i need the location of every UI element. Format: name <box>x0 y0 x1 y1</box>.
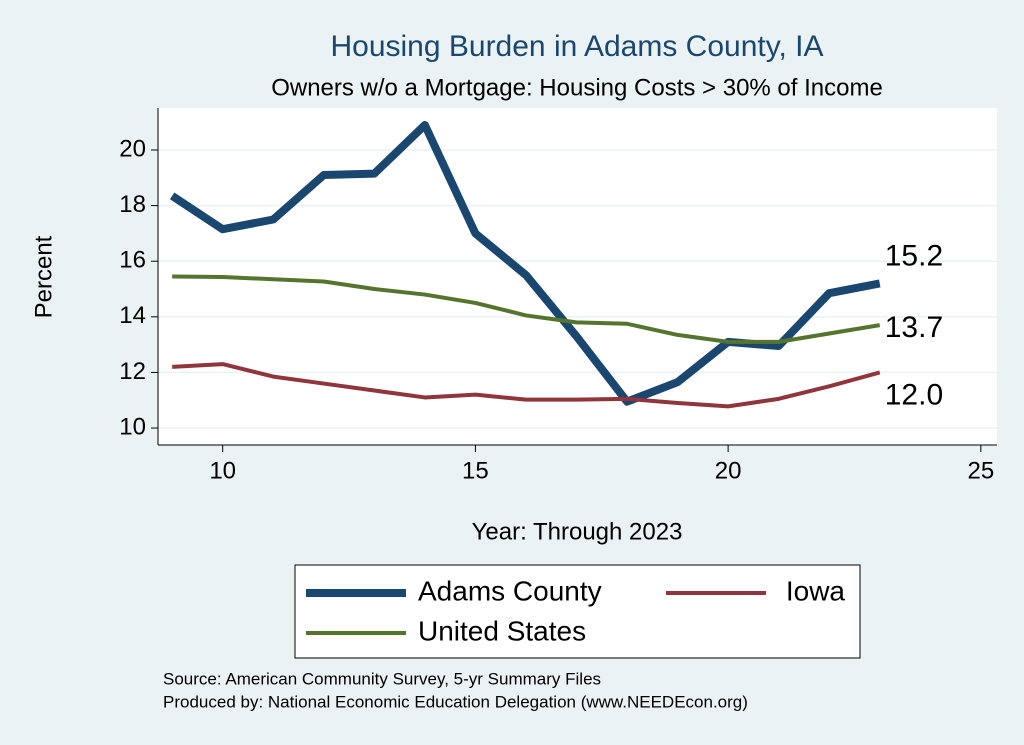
legend-label: Adams County <box>418 575 602 606</box>
chart-subtitle: Owners w/o a Mortgage: Housing Costs > 3… <box>271 74 883 101</box>
chart-title: Housing Burden in Adams County, IA <box>330 30 823 63</box>
y-tick-label: 12 <box>119 358 146 385</box>
series-line <box>172 362 881 409</box>
x-tick-label: 20 <box>715 457 742 484</box>
x-tick-label: 25 <box>967 457 994 484</box>
source-note: Produced by: National Economic Education… <box>163 692 748 711</box>
value-label: 13.7 <box>885 311 943 344</box>
legend <box>294 564 861 659</box>
y-tick-label: 20 <box>119 135 146 162</box>
value-label: 15.2 <box>885 239 943 272</box>
series-line <box>169 120 881 406</box>
y-tick-label: 10 <box>119 413 146 440</box>
legend-label: United States <box>418 615 586 646</box>
x-tick-label: 15 <box>462 457 489 484</box>
series-line <box>172 274 881 344</box>
x-tick-label: 10 <box>209 457 236 484</box>
y-tick-label: 16 <box>119 247 146 274</box>
y-axis-title: Percent <box>30 235 57 318</box>
source-note: Source: American Community Survey, 5-yr … <box>163 669 601 688</box>
y-tick-label: 18 <box>119 191 146 218</box>
value-label: 12.0 <box>885 378 943 411</box>
legend-label: Iowa <box>786 575 846 606</box>
plot-area <box>158 108 997 445</box>
x-axis-title: Year: Through 2023 <box>472 518 683 545</box>
y-tick-label: 14 <box>119 302 146 329</box>
